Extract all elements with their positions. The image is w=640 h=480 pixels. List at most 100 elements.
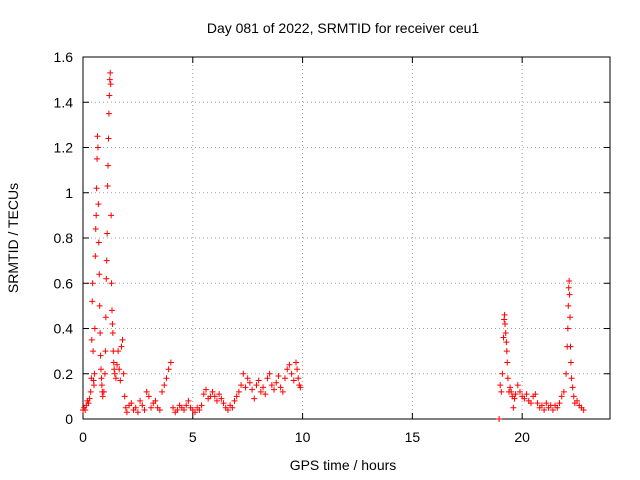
data-point <box>284 366 291 373</box>
data-point <box>103 257 110 264</box>
data-point <box>275 373 282 380</box>
data-point <box>504 359 511 366</box>
data-point <box>501 311 508 318</box>
data-point <box>511 395 518 402</box>
data-point <box>554 404 561 411</box>
data-point <box>229 404 236 411</box>
x-axis-ticks: 0 5 10 15 20 <box>79 57 530 445</box>
data-point <box>111 370 118 377</box>
data-point <box>235 388 242 395</box>
data-point <box>105 110 112 117</box>
data-point <box>98 375 105 382</box>
data-point <box>213 397 220 404</box>
data-point <box>117 377 124 384</box>
data-point <box>534 400 541 407</box>
data-point <box>156 406 163 413</box>
data-point <box>107 69 114 76</box>
data-point <box>498 388 505 395</box>
data-point <box>543 400 550 407</box>
data-point <box>92 253 99 260</box>
data-point <box>297 384 304 391</box>
data-point <box>174 406 181 413</box>
data-point <box>95 239 102 246</box>
data-point <box>95 201 102 208</box>
data-point <box>500 334 507 341</box>
data-point <box>119 336 126 343</box>
data-point <box>233 393 240 400</box>
plot-border <box>82 56 611 420</box>
data-point <box>566 277 573 284</box>
y-tick-label: 0.2 <box>54 366 74 382</box>
data-point <box>527 400 534 407</box>
data-point <box>107 81 114 88</box>
data-point <box>105 135 112 142</box>
data-point <box>183 402 190 409</box>
data-point <box>292 359 299 366</box>
data-point <box>507 384 514 391</box>
data-point <box>98 366 105 373</box>
data-point <box>100 388 107 395</box>
chart-title: Day 081 of 2022, SRMTID for receiver ceu… <box>207 20 480 36</box>
data-point <box>91 370 98 377</box>
data-point <box>565 284 572 291</box>
data-point <box>90 382 97 389</box>
data-point <box>82 406 89 413</box>
data-point <box>508 388 515 395</box>
data-point <box>504 375 511 382</box>
plot-frame <box>82 56 611 420</box>
data-point <box>167 359 174 366</box>
data-point <box>569 384 576 391</box>
y-tick-label: 1.4 <box>54 94 74 110</box>
data-point <box>273 379 280 386</box>
data-point <box>143 388 150 395</box>
data-point <box>264 375 271 382</box>
data-point <box>216 391 223 398</box>
data-point <box>564 325 571 332</box>
data-point <box>510 404 517 411</box>
data-point <box>502 320 509 327</box>
data-point <box>496 416 503 422</box>
data-point <box>567 359 574 366</box>
data-point <box>148 404 155 411</box>
data-point <box>106 92 113 99</box>
data-point <box>141 406 148 413</box>
data-point <box>93 185 100 192</box>
data-point <box>271 386 278 393</box>
data-point <box>191 409 198 416</box>
data-point <box>89 280 96 287</box>
data-point <box>538 402 545 409</box>
data-point <box>108 307 115 314</box>
data-point <box>574 397 581 404</box>
data-point <box>541 406 548 413</box>
data-point <box>165 366 172 373</box>
data-point <box>110 359 117 366</box>
data-point <box>202 386 209 393</box>
x-tick-label: 20 <box>514 429 530 445</box>
data-point <box>109 330 116 337</box>
data-point <box>200 391 207 398</box>
y-axis-title: SRMTID / TECUs <box>5 183 21 293</box>
data-point <box>145 393 152 400</box>
data-point <box>282 375 289 382</box>
data-point <box>86 395 93 402</box>
y-tick-label: 0.4 <box>54 321 74 337</box>
y-tick-label: 0.6 <box>54 275 74 291</box>
data-point <box>565 302 572 309</box>
data-point <box>104 182 111 189</box>
data-point <box>257 388 264 395</box>
x-tick-label: 10 <box>295 429 311 445</box>
data-point <box>238 382 245 389</box>
data-point <box>220 400 227 407</box>
data-point <box>503 348 510 355</box>
data-point <box>106 76 113 83</box>
data-point <box>128 400 135 407</box>
data-point <box>92 225 99 232</box>
y-tick-label: 0 <box>65 411 73 427</box>
data-point <box>152 397 159 404</box>
data-point <box>224 406 231 413</box>
data-point <box>118 343 125 350</box>
data-point <box>101 370 108 377</box>
data-point <box>558 393 565 400</box>
y-tick-label: 1.6 <box>54 49 74 65</box>
data-point <box>251 395 258 402</box>
